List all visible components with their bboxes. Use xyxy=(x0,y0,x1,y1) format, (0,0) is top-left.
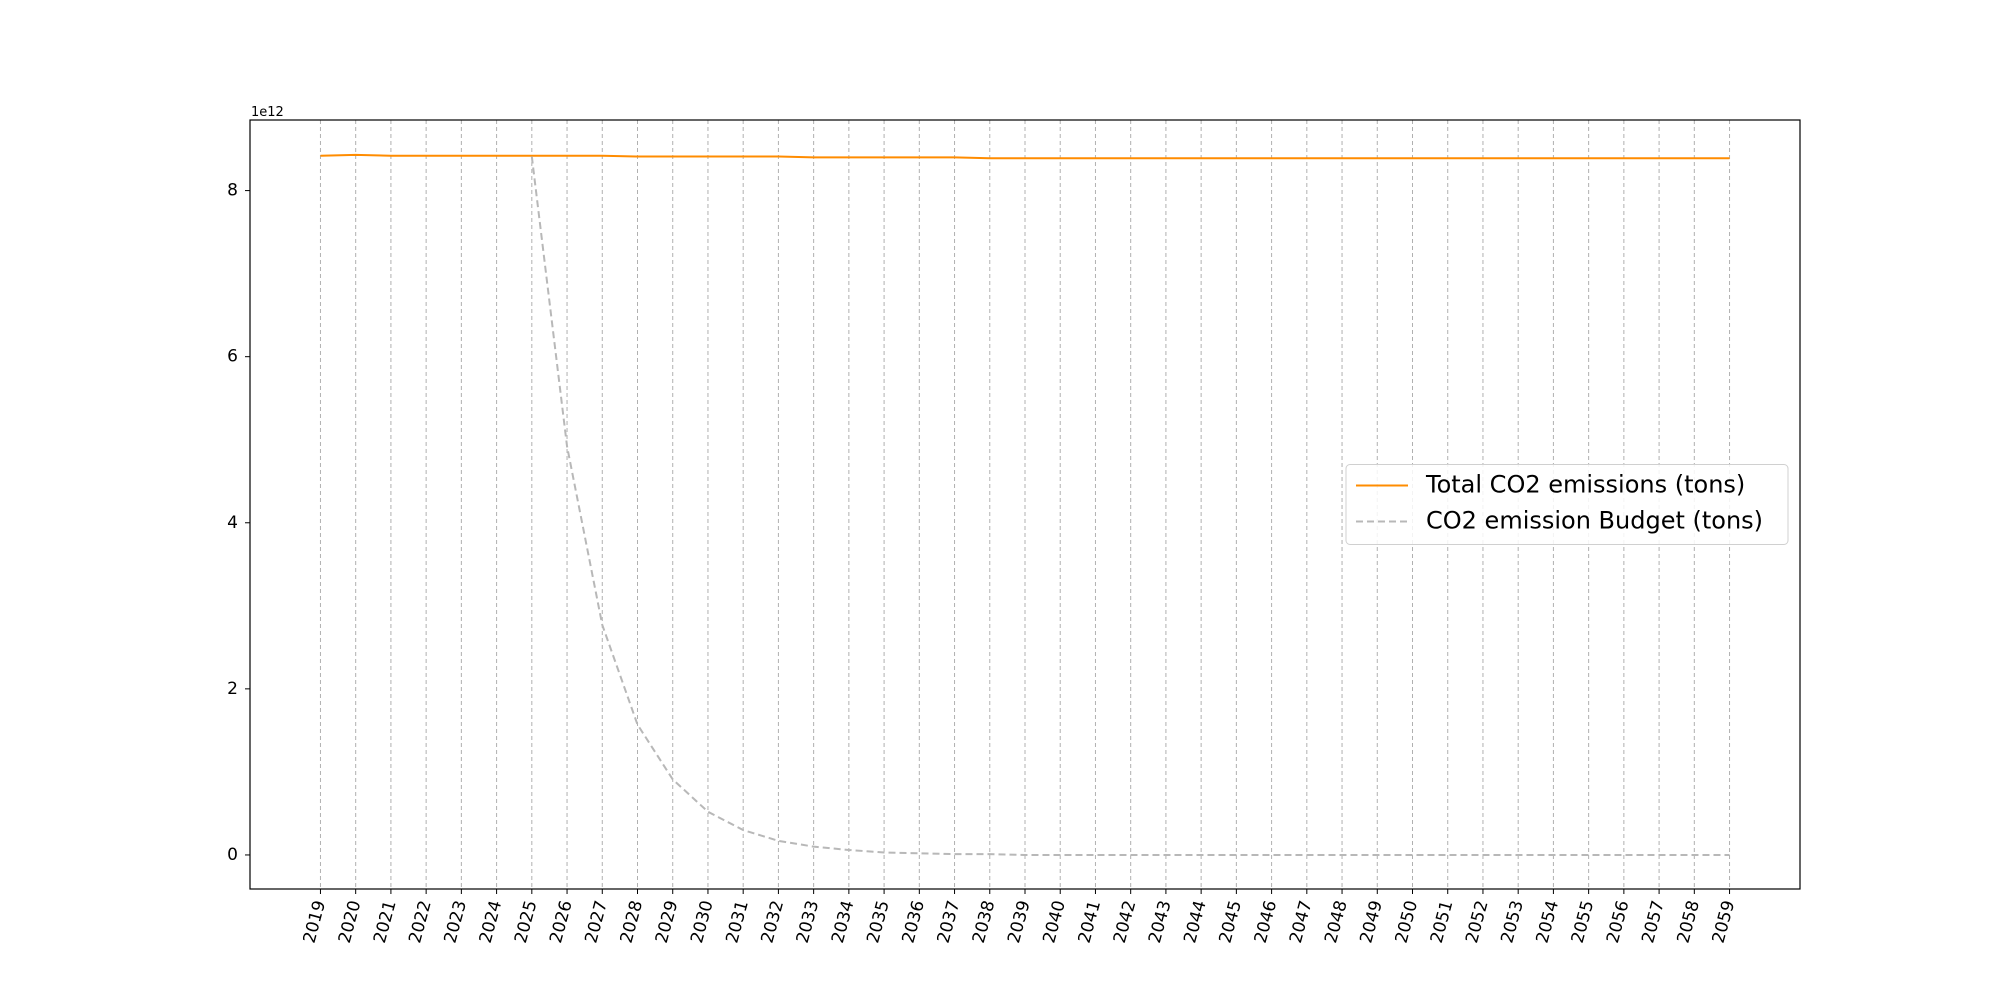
x-tick-label: 2046 xyxy=(1251,898,1282,945)
y-tick-label: 6 xyxy=(227,347,238,367)
y-tick-label: 0 xyxy=(227,845,238,865)
x-tick-label: 2021 xyxy=(370,898,401,945)
x-tick-label: 2023 xyxy=(441,898,472,945)
x-tick-label: 2040 xyxy=(1039,898,1070,945)
x-tick-label: 2053 xyxy=(1497,898,1528,945)
x-tick-label: 2051 xyxy=(1427,898,1458,945)
x-tick-label: 2056 xyxy=(1603,898,1634,945)
x-tick-label: 2043 xyxy=(1145,898,1176,945)
x-tick-label: 2042 xyxy=(1110,898,1141,945)
x-tick-label: 2048 xyxy=(1321,898,1352,945)
plot-frame xyxy=(249,119,1801,890)
y-offset-label: 1e12 xyxy=(251,105,284,120)
x-tick-label: 2033 xyxy=(793,898,824,945)
x-tick-label: 2035 xyxy=(863,898,894,945)
x-tick-label: 2054 xyxy=(1533,898,1564,945)
x-tick-label: 2058 xyxy=(1673,898,1704,945)
x-tick-label: 2050 xyxy=(1392,898,1423,945)
series-line xyxy=(530,156,1730,856)
x-tick-label: 2044 xyxy=(1180,898,1211,945)
x-tick-label: 2028 xyxy=(617,898,648,945)
y-tick-label: 4 xyxy=(227,513,238,533)
x-tick-label: 2025 xyxy=(511,898,542,945)
y-tick-label: 2 xyxy=(227,679,238,699)
legend-label: Total CO2 emissions (tons) xyxy=(1425,471,1745,499)
x-tick-label: 2032 xyxy=(758,898,789,945)
x-tick-label: 2022 xyxy=(405,898,436,945)
x-tick-label: 2045 xyxy=(1216,898,1247,945)
x-tick-label: 2030 xyxy=(687,898,718,945)
x-tick-label: 2027 xyxy=(581,898,612,945)
legend-box xyxy=(1345,464,1789,545)
x-tick-label: 2041 xyxy=(1075,898,1106,945)
x-tick-label: 2024 xyxy=(476,898,507,945)
x-tick-label: 2039 xyxy=(1004,898,1035,945)
x-tick-label: 2055 xyxy=(1568,898,1599,945)
x-tick-label: 2049 xyxy=(1356,898,1387,945)
legend: Total CO2 emissions (tons) CO2 emission B… xyxy=(1345,464,1789,545)
series-line xyxy=(320,153,1730,160)
x-tick-label: 2020 xyxy=(335,898,366,945)
y-tick-label: 8 xyxy=(227,181,238,201)
x-tick-label: 2057 xyxy=(1638,898,1669,945)
x-tick-label: 2031 xyxy=(722,898,753,945)
legend-label: CO2 emission Budget (tons) xyxy=(1426,507,1763,535)
x-tick-label: 2037 xyxy=(934,898,965,945)
x-tick-label: 2029 xyxy=(652,898,683,945)
x-tick-label: 2052 xyxy=(1462,898,1493,945)
x-tick-label: 2059 xyxy=(1709,898,1740,945)
x-tick-label: 2019 xyxy=(300,898,331,945)
x-tick-label: 2036 xyxy=(898,898,929,945)
x-tick-label: 2034 xyxy=(828,898,859,945)
x-tick-label: 2038 xyxy=(969,898,1000,945)
x-tick-label: 2047 xyxy=(1286,898,1317,945)
x-tick-label: 2026 xyxy=(546,898,577,945)
